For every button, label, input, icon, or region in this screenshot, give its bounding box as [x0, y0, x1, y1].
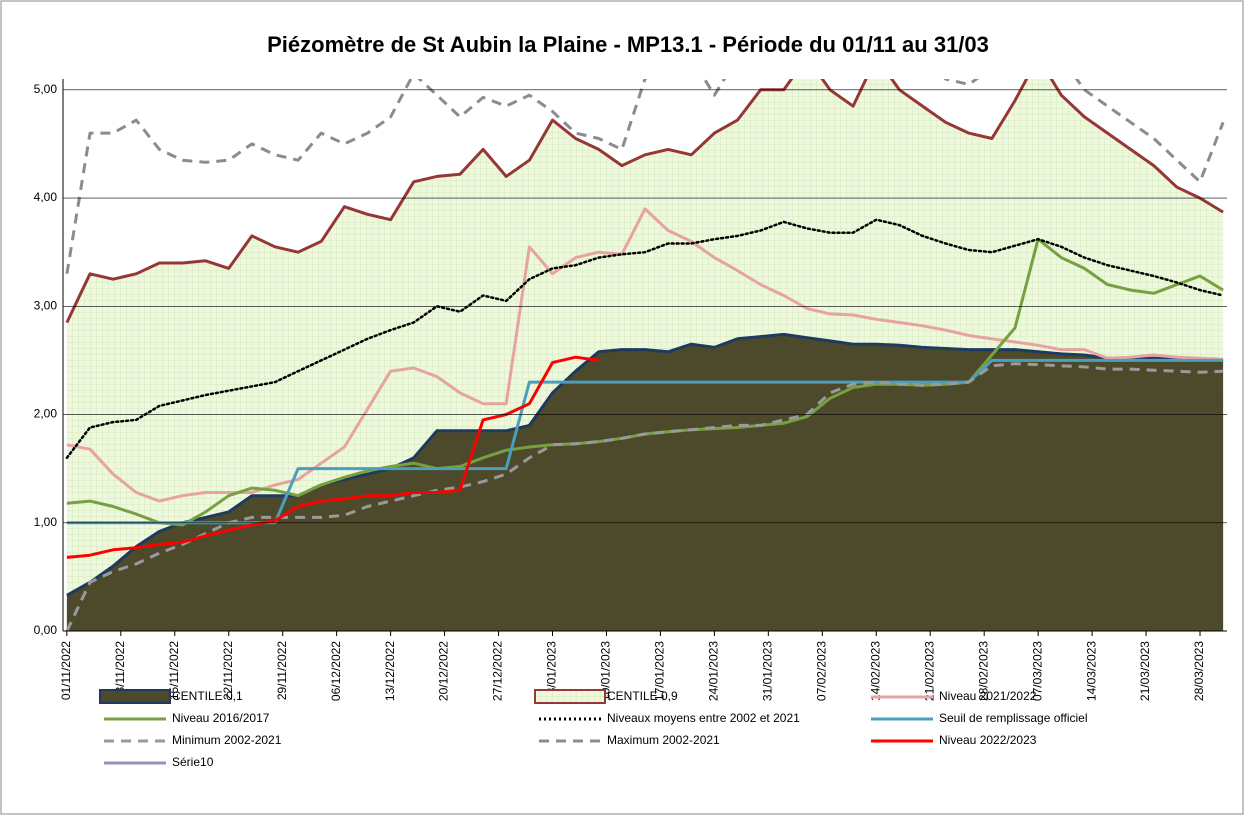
x-tick-label: 07/02/2023 [814, 641, 828, 701]
series-line [66, 332, 1224, 597]
x-tick-label: 14/02/2023 [868, 641, 882, 701]
x-tick-label: 10/01/2023 [599, 641, 613, 701]
x-tick-label: 14/03/2023 [1084, 641, 1098, 701]
legend-label: Niveau 2022/2023 [939, 733, 1037, 747]
x-tick-label: 01/11/2022 [59, 641, 73, 700]
legend-label: CENTILE 0,9 [607, 689, 678, 703]
x-tick-label: 31/01/2023 [761, 641, 775, 701]
chart-title: Piézomètre de St Aubin la Plaine - MP13.… [267, 32, 989, 57]
series-line [66, 355, 599, 559]
x-tick-label: 29/11/2022 [275, 641, 289, 700]
area-fill [66, 334, 1224, 631]
x-tick-label: 21/02/2023 [922, 641, 936, 701]
x-tick-label: 07/03/2023 [1030, 641, 1044, 701]
legend-label: Maximum 2002-2021 [607, 733, 720, 747]
x-tick-label: 13/12/2022 [383, 641, 397, 701]
legend-swatch [534, 689, 606, 704]
series-line [65, 218, 1225, 460]
legend-label: Série10 [172, 755, 214, 769]
x-tick-label: 22/11/2022 [221, 641, 235, 700]
x-tick-label: 24/01/2023 [707, 641, 721, 701]
x-tick-label: 06/12/2022 [329, 641, 343, 701]
x-tick-label: 21/03/2023 [1138, 641, 1152, 701]
legend-label: Niveaux moyens entre 2002 et 2021 [607, 711, 800, 725]
y-tick-label: 0,00 [34, 623, 58, 637]
x-tick-label: 08/11/2022 [113, 641, 127, 700]
x-tick-label: 28/03/2023 [1192, 641, 1206, 701]
legend-label: Seuil de remplissage officiel [939, 711, 1088, 725]
x-tick-label: 17/01/2023 [653, 641, 667, 701]
x-tick-label: 03/01/2023 [545, 641, 559, 701]
x-tick-label: 27/12/2022 [491, 641, 505, 701]
y-tick-label: 5,00 [34, 82, 58, 96]
legend-label: CENTILE 0,1 [172, 689, 243, 703]
legend-swatch [99, 689, 171, 704]
x-tick-label: 28/02/2023 [976, 641, 990, 701]
series-line [65, 362, 1224, 631]
x-tick-label: 15/11/2022 [167, 641, 181, 700]
legend-label: Niveau 2016/2017 [172, 711, 270, 725]
legend-label: Minimum 2002-2021 [172, 733, 282, 747]
y-tick-label: 4,00 [34, 190, 58, 204]
legend-label: Niveau 2021/2022 [939, 689, 1037, 703]
y-tick-label: 1,00 [34, 515, 58, 529]
y-tick-label: 3,00 [34, 298, 58, 312]
y-tick-label: 2,00 [34, 407, 58, 421]
series-line [65, 79, 1224, 324]
x-tick-label: 20/12/2022 [437, 641, 451, 701]
